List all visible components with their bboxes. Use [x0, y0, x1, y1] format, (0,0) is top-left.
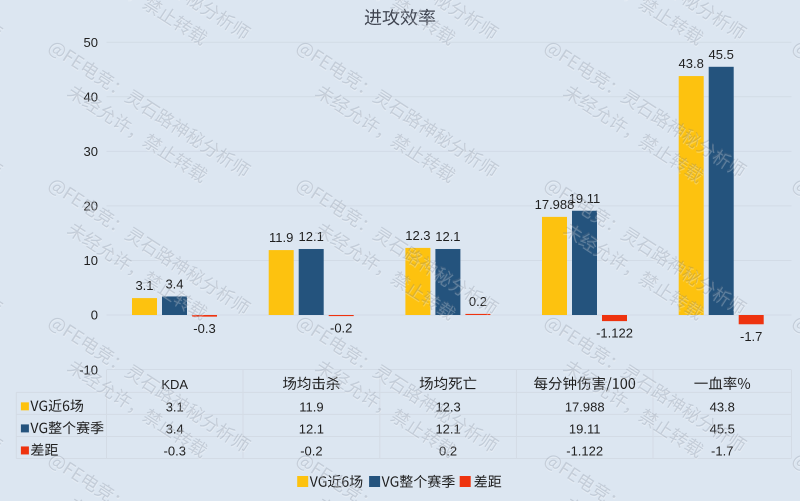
svg-text:-1.7: -1.7 — [740, 329, 762, 344]
svg-text:12.1: 12.1 — [299, 421, 324, 436]
svg-text:12.3: 12.3 — [405, 228, 430, 243]
svg-text:19.11: 19.11 — [569, 421, 601, 436]
svg-text:12.1: 12.1 — [299, 229, 324, 244]
svg-text:30: 30 — [84, 144, 98, 159]
svg-text:-0.3: -0.3 — [164, 443, 186, 458]
svg-text:-0.2: -0.2 — [300, 443, 322, 458]
svg-text:17.988: 17.988 — [565, 399, 605, 414]
svg-text:-1.122: -1.122 — [566, 443, 603, 458]
svg-text:11.9: 11.9 — [269, 230, 293, 245]
svg-text:43.8: 43.8 — [710, 399, 735, 414]
svg-text:0: 0 — [91, 308, 98, 323]
svg-text:-1.122: -1.122 — [596, 326, 633, 341]
svg-text:3.4: 3.4 — [165, 276, 183, 291]
svg-text:12.1: 12.1 — [435, 229, 460, 244]
svg-text:50: 50 — [84, 35, 98, 50]
svg-text:-0.2: -0.2 — [330, 321, 352, 336]
svg-text:11.9: 11.9 — [299, 399, 323, 414]
svg-text:10: 10 — [84, 253, 98, 268]
svg-text:45.5: 45.5 — [709, 47, 734, 62]
svg-text:-0.3: -0.3 — [193, 321, 215, 336]
svg-text:43.8: 43.8 — [679, 56, 704, 71]
svg-text:17.988: 17.988 — [535, 197, 575, 212]
